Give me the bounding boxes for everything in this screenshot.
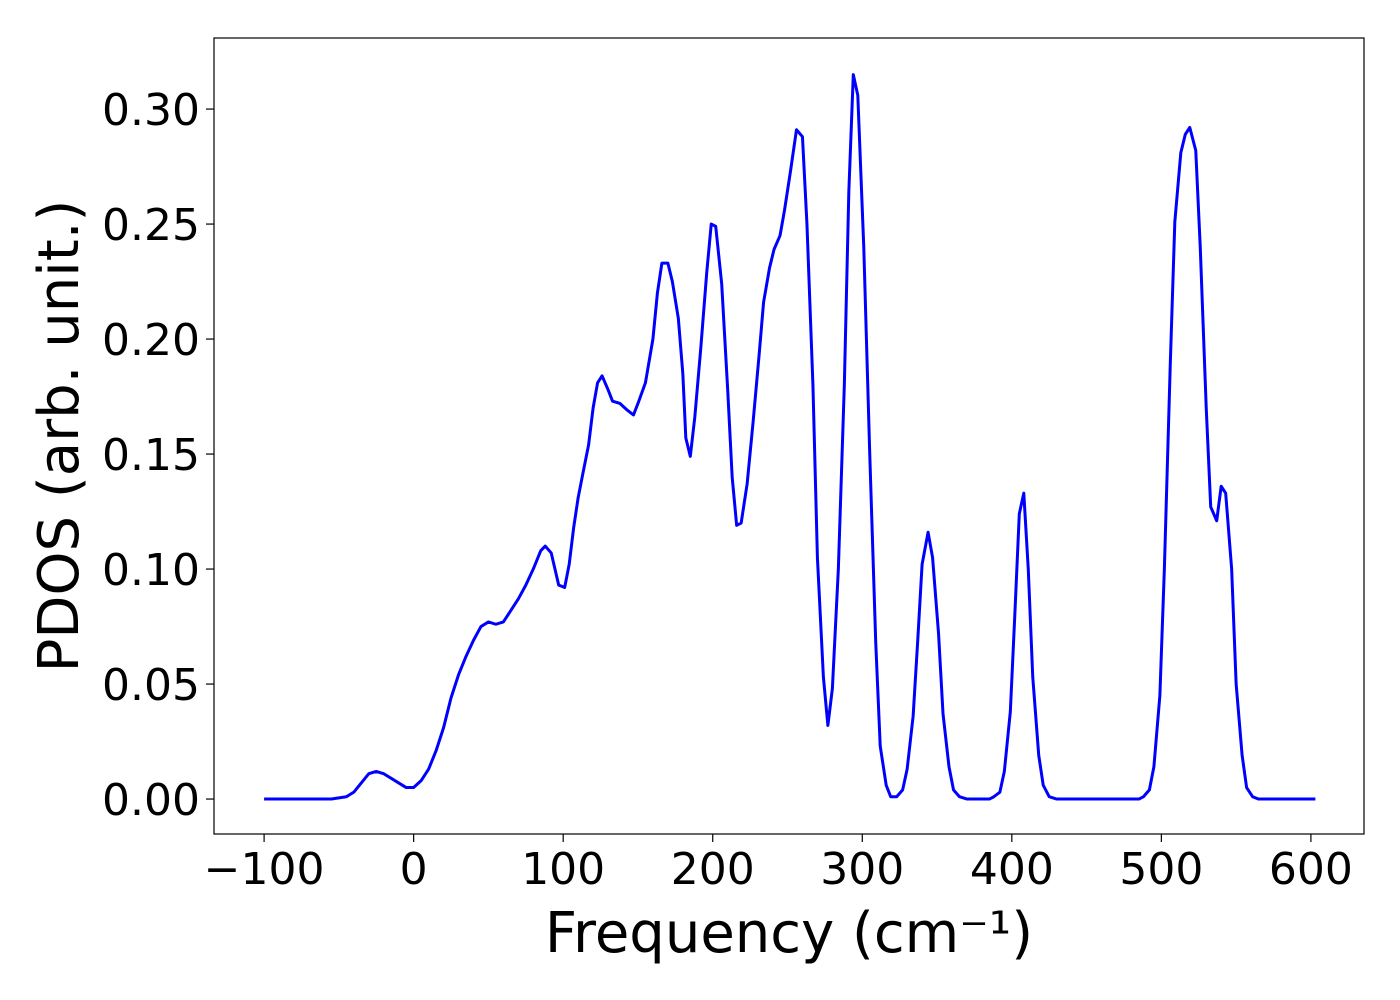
x-tick-label: 100 (521, 844, 605, 895)
y-tick-label: 0.30 (102, 85, 200, 136)
x-tick-label: 500 (1119, 844, 1203, 895)
data-line (264, 73, 1316, 801)
y-axis-label: PDOS (arb. unit.) (27, 200, 92, 673)
plot-frame (213, 37, 1365, 835)
y-tick-label: 0.10 (102, 545, 200, 596)
y-tick-label: 0.25 (102, 200, 200, 251)
y-tick-label: 0.20 (102, 315, 200, 366)
y-tick-label: 0.15 (102, 430, 200, 481)
y-tick-label: 0.00 (102, 775, 200, 826)
x-tick-label: 600 (1269, 844, 1353, 895)
x-axis-label: Frequency (cm⁻¹) (545, 901, 1033, 966)
x-tick-label: 0 (400, 844, 428, 895)
x-tick-label: 200 (671, 844, 755, 895)
x-tick-label: −100 (204, 844, 325, 895)
x-tick-label: 400 (970, 844, 1054, 895)
y-tick-label: 0.05 (102, 660, 200, 711)
x-tick-label: 300 (820, 844, 904, 895)
